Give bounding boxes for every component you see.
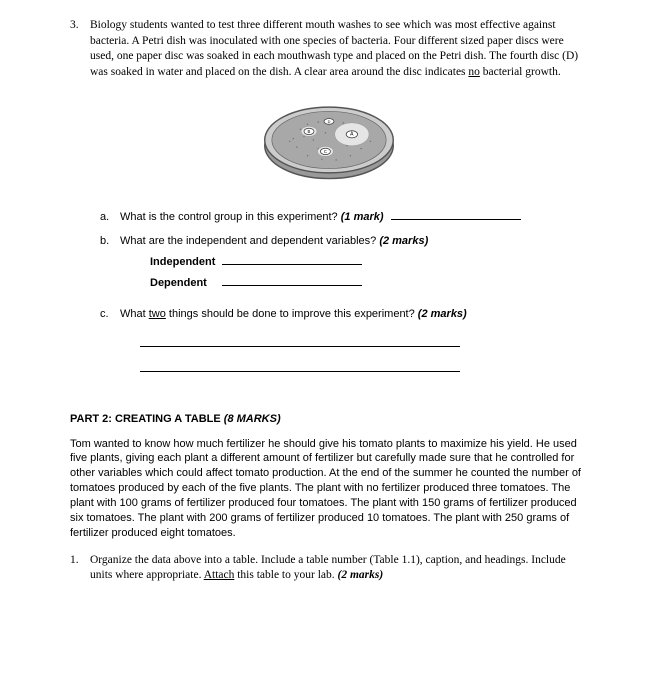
part2-q1: 1. Organize the data above into a table.… bbox=[70, 553, 588, 584]
sub-c-after: things should be done to improve this ex… bbox=[166, 308, 418, 320]
sub-b-text: What are the independent and dependent v… bbox=[120, 235, 379, 247]
q3-underlined: no bbox=[468, 66, 480, 78]
svg-text:D: D bbox=[328, 119, 331, 124]
q3-after: bacterial growth. bbox=[480, 66, 561, 78]
svg-text:B: B bbox=[308, 129, 311, 134]
q1-body: Organize the data above into a table. In… bbox=[90, 553, 588, 584]
dependent-row: Dependent bbox=[150, 276, 588, 291]
question-number: 3. bbox=[70, 18, 90, 80]
blank-dep bbox=[222, 285, 362, 286]
sub-a-text: What is the control group in this experi… bbox=[120, 211, 341, 223]
q1-mark: (2 marks) bbox=[338, 569, 384, 581]
question-3: 3. Biology students wanted to test three… bbox=[70, 18, 588, 80]
sub-b-letter: b. bbox=[100, 234, 120, 297]
sub-b-mark: (2 marks) bbox=[379, 235, 428, 247]
sub-a-letter: a. bbox=[100, 210, 120, 225]
sub-c: c. What two things should be done to imp… bbox=[100, 307, 588, 384]
sub-c-mark: (2 marks) bbox=[418, 308, 467, 320]
sub-b: b. What are the independent and dependen… bbox=[100, 234, 588, 297]
sub-a-mark: (1 mark) bbox=[341, 211, 384, 223]
blank-a bbox=[391, 219, 521, 220]
part2-heading: PART 2: CREATING A TABLE (8 MARKS) bbox=[70, 412, 588, 427]
sub-a-body: What is the control group in this experi… bbox=[120, 210, 588, 225]
q1-text-b: this table to your lab. bbox=[234, 569, 337, 581]
blank-c2 bbox=[140, 359, 460, 372]
independent-label: Independent bbox=[150, 256, 215, 268]
page: 3. Biology students wanted to test three… bbox=[0, 0, 658, 700]
independent-row: Independent bbox=[150, 255, 588, 270]
sub-c-before: What bbox=[120, 308, 149, 320]
blank-c1 bbox=[140, 334, 460, 347]
dependent-label: Dependent bbox=[150, 277, 207, 289]
part2-heading-mark: (8 MARKS) bbox=[224, 413, 281, 425]
sub-questions: a. What is the control group in this exp… bbox=[100, 210, 588, 384]
q1-underlined: Attach bbox=[204, 569, 235, 581]
sub-c-letter: c. bbox=[100, 307, 120, 384]
part2-body: Tom wanted to know how much fertilizer h… bbox=[70, 437, 588, 541]
blank-indep bbox=[222, 264, 362, 265]
sub-b-body: What are the independent and dependent v… bbox=[120, 234, 588, 297]
part2-heading-text: PART 2: CREATING A TABLE bbox=[70, 413, 224, 425]
sub-a: a. What is the control group in this exp… bbox=[100, 210, 588, 225]
q1-number: 1. bbox=[70, 553, 90, 584]
svg-text:C: C bbox=[324, 149, 327, 154]
sub-c-underlined: two bbox=[149, 308, 166, 320]
petri-dish-svg: A B D C bbox=[254, 90, 404, 190]
question-body: Biology students wanted to test three di… bbox=[90, 18, 588, 80]
sub-c-body: What two things should be done to improv… bbox=[120, 307, 588, 384]
petri-dish-figure: A B D C bbox=[70, 90, 588, 196]
